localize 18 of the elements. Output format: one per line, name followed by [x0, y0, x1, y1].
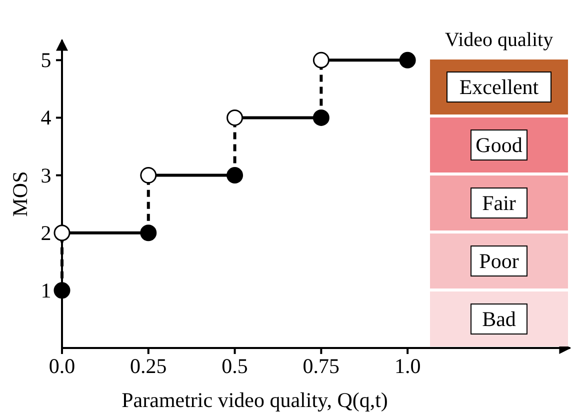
annotation: Good	[476, 133, 523, 157]
y-axis-title: MOS	[8, 171, 32, 217]
y-tick-label: 3	[40, 163, 52, 188]
y-tick-label: 1	[40, 278, 52, 302]
y-tick-label: 2	[40, 220, 52, 245]
annotation: Fair	[482, 191, 516, 215]
x-tick-label: 0.75	[302, 354, 340, 378]
x-tick-label: 0.0	[48, 354, 76, 378]
x-tick-label: 0.25	[130, 354, 167, 378]
x-axis-title: Parametric video quality, Q(q,t)	[122, 388, 388, 412]
annotation: Poor	[479, 249, 519, 273]
annotation: Excellent	[459, 75, 539, 99]
text: Video quality	[444, 29, 554, 51]
annotation: Bad	[482, 307, 516, 331]
y-tick-label: 4	[40, 106, 52, 130]
x-tick-label: 1.0	[394, 354, 421, 378]
y-tick-label: 5	[40, 48, 52, 72]
x-tick-label: 0.5	[222, 354, 248, 378]
